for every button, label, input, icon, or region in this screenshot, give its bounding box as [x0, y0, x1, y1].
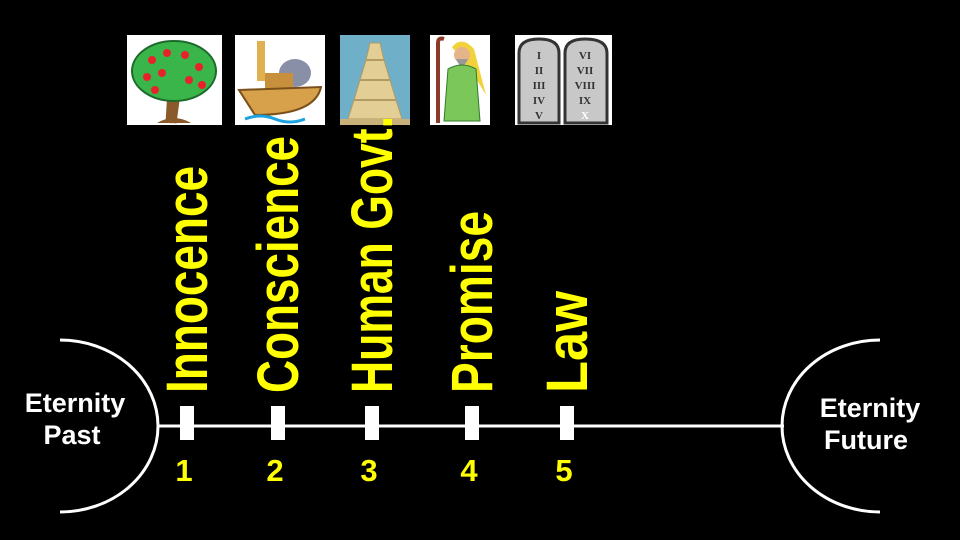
- svg-text:I: I: [537, 50, 541, 62]
- dispensation-number: 1: [175, 453, 192, 488]
- abraham-icon: [430, 35, 490, 125]
- eternity-future-line2: Future: [824, 425, 908, 455]
- svg-text:VII: VII: [577, 65, 594, 77]
- tower-of-babel-icon: [340, 35, 410, 125]
- svg-text:X: X: [581, 110, 589, 122]
- timeline-marker: [180, 406, 194, 440]
- timeline-marker: [560, 406, 574, 440]
- dispensation-label: Law: [535, 290, 600, 393]
- dispensation-label: Human Govt.: [340, 116, 405, 393]
- dispensation-number: 2: [266, 453, 283, 488]
- svg-text:V: V: [535, 110, 543, 122]
- timeline-marker: [465, 406, 479, 440]
- eternity-past-line1: Eternity: [25, 388, 126, 418]
- dispensation-label: Innocence: [155, 166, 220, 393]
- dispensation-label: Promise: [440, 211, 505, 393]
- svg-text:VI: VI: [579, 50, 591, 62]
- ten-commandments-tablets-icon: I II III IV V VI VII VIII IX X: [515, 35, 612, 125]
- svg-text:IX: IX: [579, 95, 591, 107]
- svg-text:II: II: [535, 65, 544, 77]
- dispensation-number: 3: [360, 453, 377, 488]
- svg-text:VIII: VIII: [575, 80, 596, 92]
- apple-tree-icon: [127, 35, 222, 125]
- timeline-marker: [271, 406, 285, 440]
- svg-text:III: III: [533, 80, 546, 92]
- dispensation-number: 5: [555, 453, 572, 488]
- timeline-marker: [365, 406, 379, 440]
- svg-text:IV: IV: [533, 95, 545, 107]
- noahs-ark-icon: [235, 35, 325, 125]
- eternity-past-line2: Past: [43, 420, 100, 450]
- dispensation-number: 4: [460, 453, 478, 488]
- dispensation-label: Conscience: [246, 136, 311, 393]
- eternity-future-line1: Eternity: [820, 393, 921, 423]
